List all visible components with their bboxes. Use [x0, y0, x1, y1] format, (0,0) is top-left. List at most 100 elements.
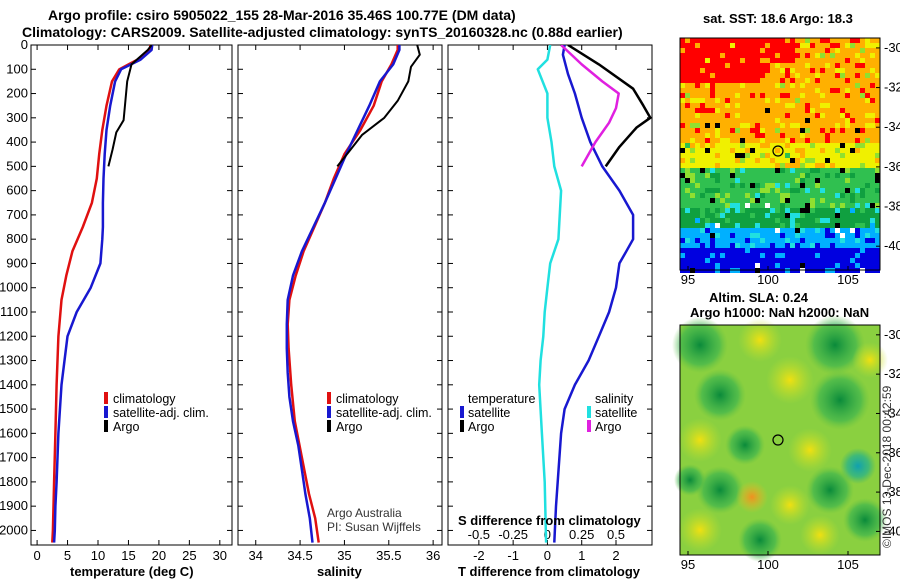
sst-cell: [820, 38, 825, 43]
sst-cell: [745, 38, 750, 43]
sst-cell: [805, 78, 810, 83]
sst-cell: [730, 233, 735, 238]
sst-cell: [875, 128, 880, 133]
sst-cell: [810, 148, 815, 153]
sst-cell: [775, 48, 780, 53]
sst-cell: [710, 143, 715, 148]
sst-cell: [870, 83, 875, 88]
sst-cell: [710, 148, 715, 153]
sla-map-title-1: Altim. SLA: 0.24: [709, 290, 809, 305]
y-tick-label: 400: [6, 134, 28, 149]
sst-cell: [735, 83, 740, 88]
sst-cell: [765, 128, 770, 133]
sst-cell: [780, 38, 785, 43]
sst-cell: [845, 158, 850, 163]
sst-cell: [770, 158, 775, 163]
sst-cell: [830, 173, 835, 178]
sst-cell: [780, 88, 785, 93]
sst-cell: [805, 238, 810, 243]
sst-cell: [705, 143, 710, 148]
y-tick-label: 2000: [0, 522, 28, 537]
sst-cell: [795, 48, 800, 53]
sst-cell: [680, 103, 685, 108]
sst-cell: [815, 83, 820, 88]
sst-cell: [770, 108, 775, 113]
sst-cell: [805, 243, 810, 248]
sst-cell: [780, 193, 785, 198]
sst-cell: [705, 213, 710, 218]
sst-cell: [840, 173, 845, 178]
sla-blob: [810, 370, 870, 430]
sst-cell: [730, 128, 735, 133]
sst-cell: [705, 238, 710, 243]
sst-cell: [740, 113, 745, 118]
sst-cell: [810, 213, 815, 218]
sst-cell: [805, 198, 810, 203]
sst-cell: [860, 143, 865, 148]
sst-cell: [785, 108, 790, 113]
sst-cell: [810, 73, 815, 78]
sst-cell: [825, 193, 830, 198]
sst-cell: [730, 78, 735, 83]
sst-cell: [805, 223, 810, 228]
sst-cell: [875, 183, 880, 188]
sst-cell: [855, 143, 860, 148]
sst-cell: [815, 118, 820, 123]
sst-cell: [690, 238, 695, 243]
sst-cell: [680, 198, 685, 203]
sst-cell: [835, 238, 840, 243]
legend-swatch-argo: [104, 420, 108, 432]
sst-cell: [685, 168, 690, 173]
sst-cell: [730, 118, 735, 123]
sst-cell: [805, 233, 810, 238]
sst-cell: [785, 263, 790, 268]
sst-cell: [875, 123, 880, 128]
sst-cell: [680, 193, 685, 198]
sst-cell: [870, 68, 875, 73]
sst-cell: [795, 148, 800, 153]
sst-cell: [835, 73, 840, 78]
sst-cell: [770, 218, 775, 223]
sst-cell: [845, 248, 850, 253]
sst-cell: [685, 198, 690, 203]
sst-cell: [780, 113, 785, 118]
legend3-heading-temperature: temperature: [468, 392, 535, 406]
sst-cell: [780, 138, 785, 143]
credit-line-2: PI: Susan Wijffels: [327, 520, 421, 534]
sst-cell: [860, 153, 865, 158]
map-y-tick-label: -38: [884, 199, 900, 214]
sst-cell: [710, 193, 715, 198]
sst-cell: [680, 63, 685, 68]
sst-cell: [745, 208, 750, 213]
sst-cell: [790, 98, 795, 103]
sst-cell: [755, 168, 760, 173]
sst-cell: [720, 108, 725, 113]
sst-cell: [735, 188, 740, 193]
sst-cell: [790, 63, 795, 68]
sst-cell: [825, 248, 830, 253]
sst-cell: [780, 143, 785, 148]
sst-cell: [845, 263, 850, 268]
sst-cell: [770, 128, 775, 133]
sst-cell: [845, 163, 850, 168]
sst-cell: [875, 258, 880, 263]
sst-cell: [735, 63, 740, 68]
sst-cell: [705, 218, 710, 223]
sst-cell: [785, 248, 790, 253]
sst-cell: [850, 198, 855, 203]
sst-cell: [775, 248, 780, 253]
sst-cell: [730, 108, 735, 113]
sst-cell: [855, 248, 860, 253]
sst-cell: [850, 73, 855, 78]
sst-cell: [860, 243, 865, 248]
sst-cell: [805, 38, 810, 43]
sst-cell: [800, 218, 805, 223]
sst-cell: [830, 183, 835, 188]
sst-cell: [730, 63, 735, 68]
sst-cell: [745, 98, 750, 103]
sst-cell: [855, 123, 860, 128]
sst-cell: [695, 143, 700, 148]
sst-cell: [725, 138, 730, 143]
sst-cell: [690, 203, 695, 208]
sst-cell: [835, 248, 840, 253]
